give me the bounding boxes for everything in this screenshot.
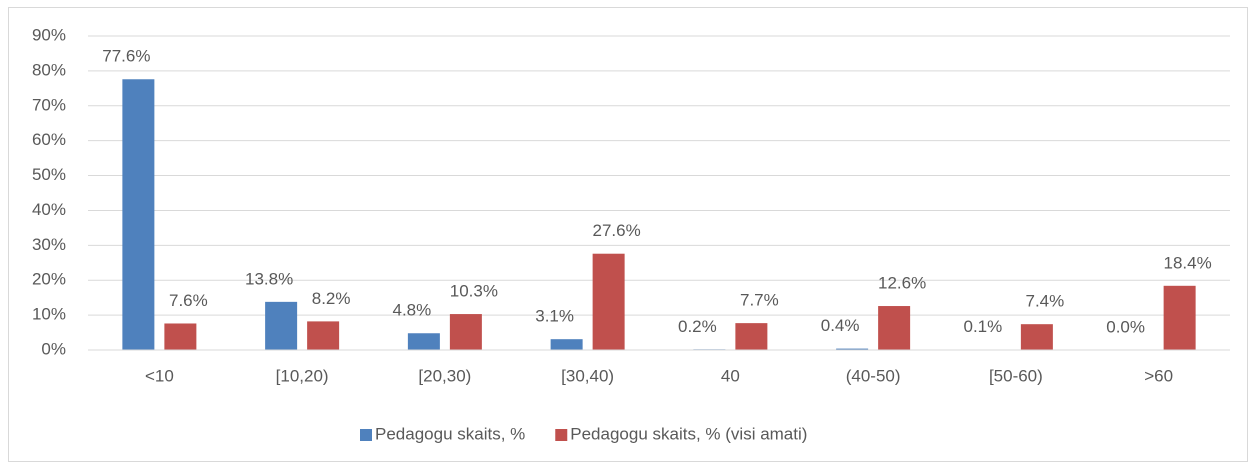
- x-tick-label: (40-50): [846, 366, 901, 385]
- y-tick-label: 80%: [32, 60, 66, 79]
- x-tick-label: [50-60): [989, 366, 1043, 385]
- bar: [407, 333, 440, 350]
- bar: [550, 339, 583, 350]
- bar: [735, 323, 768, 350]
- bar: [592, 253, 625, 350]
- y-tick-label: 90%: [32, 25, 66, 44]
- x-tick-label: [20,30): [418, 366, 471, 385]
- data-label: 7.7%: [740, 291, 779, 310]
- bar: [164, 323, 197, 350]
- y-tick-label: 70%: [32, 95, 66, 114]
- x-tick-label: <10: [145, 366, 174, 385]
- data-label: 0.1%: [964, 317, 1003, 336]
- x-tick-label: [10,20): [276, 366, 329, 385]
- legend-swatch: [360, 429, 372, 441]
- bar: [836, 348, 869, 350]
- x-tick-label: [30,40): [561, 366, 614, 385]
- bar: [449, 314, 482, 350]
- data-label: 0.2%: [678, 317, 717, 336]
- y-tick-label: 60%: [32, 130, 66, 149]
- bar: [1020, 324, 1053, 350]
- data-label: 12.6%: [878, 274, 926, 293]
- y-tick-label: 30%: [32, 235, 66, 254]
- data-label: 0.4%: [821, 316, 860, 335]
- data-label: 8.2%: [312, 289, 351, 308]
- bar: [265, 301, 298, 350]
- data-label: 7.6%: [169, 291, 208, 310]
- data-label: 4.8%: [393, 301, 432, 320]
- y-tick-label: 20%: [32, 270, 66, 289]
- bar: [122, 79, 155, 351]
- data-label: 0.0%: [1106, 317, 1145, 336]
- data-label: 13.8%: [245, 269, 293, 288]
- legend-label: Pedagogu skaits, % (visi amati): [570, 424, 807, 443]
- data-label: 27.6%: [593, 221, 641, 240]
- bar: [878, 306, 911, 350]
- data-label: 18.4%: [1164, 253, 1212, 272]
- bar: [1163, 285, 1196, 350]
- bar: [307, 321, 340, 350]
- y-tick-label: 0%: [41, 339, 66, 358]
- x-tick-label: 40: [721, 366, 740, 385]
- data-label: 3.1%: [535, 307, 574, 326]
- y-tick-label: 50%: [32, 165, 66, 184]
- x-tick-label: >60: [1144, 366, 1173, 385]
- y-tick-label: 40%: [32, 200, 66, 219]
- legend-label: Pedagogu skaits, %: [375, 424, 525, 443]
- legend-swatch: [555, 429, 568, 441]
- chart-border: [8, 7, 1248, 462]
- data-label: 7.4%: [1026, 292, 1065, 311]
- y-tick-label: 10%: [32, 305, 66, 324]
- data-label: 77.6%: [102, 47, 150, 66]
- data-label: 10.3%: [450, 282, 498, 301]
